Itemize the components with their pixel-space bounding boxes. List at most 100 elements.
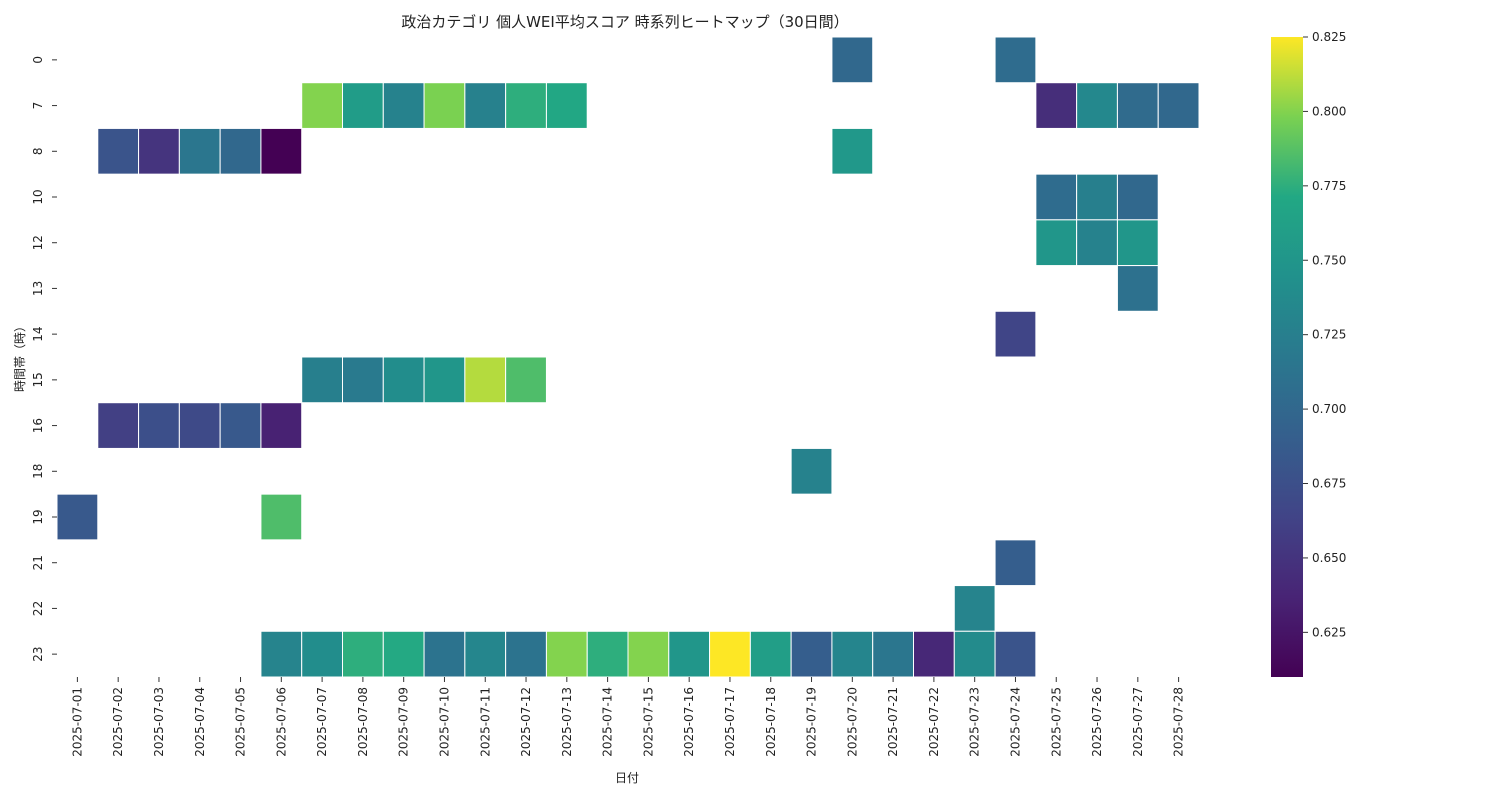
y-tick-label: 7 (31, 102, 45, 110)
heatmap-cell (382, 630, 425, 678)
colorbar-tick-label: 0.675 (1312, 477, 1346, 491)
y-tick-label: 8 (31, 147, 45, 155)
x-tick-label: 2025-07-07 (315, 687, 329, 757)
x-tick-label: 2025-07-23 (968, 687, 982, 757)
heatmap-cell (505, 630, 547, 678)
y-tick-label: 12 (31, 235, 45, 250)
heatmap-cell (97, 402, 140, 449)
heatmap-cell (301, 630, 344, 678)
heatmap-cell (178, 402, 221, 449)
heatmap-cell (1035, 219, 1078, 267)
heatmap-cell (260, 493, 303, 541)
x-tick-label: 2025-07-02 (111, 687, 125, 757)
y-axis: 0 7 8 10 12 13 14 15 16 18 19 21 22 23 (31, 56, 57, 662)
x-tick-label: 2025-07-08 (356, 687, 370, 757)
heatmap-cell (586, 630, 629, 678)
colorbar-tick-label: 0.800 (1312, 104, 1346, 118)
y-tick-label: 16 (31, 418, 45, 433)
heatmap-cell (831, 36, 874, 84)
heatmap-cell (505, 356, 547, 404)
heatmap-cell (260, 127, 303, 175)
heatmap-cell (97, 127, 140, 175)
heatmap-cell (994, 310, 1037, 358)
heatmap-cell (56, 493, 99, 541)
colorbar-gradient (1271, 37, 1303, 677)
heatmap-cell (994, 539, 1037, 587)
y-tick-label: 22 (31, 601, 45, 616)
heatmap-cell (790, 447, 833, 495)
heatmap-cell (260, 630, 303, 678)
heatmap-cell (1116, 219, 1159, 267)
heatmap-cell (1035, 82, 1078, 129)
x-tick-label: 2025-07-13 (560, 687, 574, 757)
x-tick-label: 2025-07-20 (845, 687, 859, 757)
heatmap-cell (382, 356, 425, 404)
x-tick-label: 2025-07-22 (927, 687, 941, 757)
heatmap-cell (178, 127, 221, 175)
heatmap-cell (138, 402, 180, 449)
y-tick-label: 18 (31, 464, 45, 479)
x-tick-label: 2025-07-24 (1008, 687, 1022, 757)
heatmap-cell (342, 630, 384, 678)
y-tick-label: 0 (31, 56, 45, 64)
heatmap-cell (342, 82, 384, 129)
x-tick-label: 2025-07-06 (274, 687, 288, 757)
x-tick-label: 2025-07-11 (478, 687, 492, 757)
heatmap-cell (464, 82, 507, 129)
y-tick-label: 19 (31, 509, 45, 524)
x-tick-label: 2025-07-27 (1131, 687, 1145, 757)
colorbar-tick-label: 0.725 (1312, 328, 1346, 342)
y-tick-label: 13 (31, 281, 45, 296)
colorbar-tick-label: 0.750 (1312, 253, 1346, 267)
x-tick-label: 2025-07-05 (234, 687, 248, 757)
y-axis-label: 時間帯（時） (13, 320, 27, 392)
colorbar-tick-label: 0.775 (1312, 179, 1346, 193)
x-tick-label: 2025-07-15 (641, 687, 655, 757)
chart-title: 政治カテゴリ 個人WEI平均スコア 時系列ヒートマップ（30日間） (401, 13, 848, 31)
heatmap-cell (668, 630, 711, 678)
heatmap-cell (749, 630, 792, 678)
heatmap-cell (709, 630, 751, 678)
x-tick-label: 2025-07-18 (764, 687, 778, 757)
heatmap-cell (260, 402, 303, 449)
heatmap-cell (994, 36, 1037, 84)
heatmap-cell (913, 630, 955, 678)
heatmap-cell (382, 82, 425, 129)
heatmap-cell (505, 82, 547, 129)
y-tick-label: 14 (31, 327, 45, 342)
heatmap-cell (423, 82, 466, 129)
heatmap-cell (219, 402, 262, 449)
x-tick-label: 2025-07-04 (193, 687, 207, 757)
heatmap-cells (56, 36, 1200, 678)
heatmap-cell (1157, 82, 1200, 129)
x-tick-label: 2025-07-01 (70, 687, 84, 757)
x-tick-label: 2025-07-21 (886, 687, 900, 757)
x-tick-label: 2025-07-19 (805, 687, 819, 757)
heatmap-cell (423, 356, 466, 404)
heatmap-cell (301, 82, 344, 129)
x-tick-label: 2025-07-16 (682, 687, 696, 757)
heatmap-cell (1076, 219, 1118, 267)
heatmap-cell (1116, 82, 1159, 129)
heatmap-cell (953, 585, 996, 632)
heatmap-cell (545, 82, 588, 129)
y-tick-label: 15 (31, 372, 45, 387)
heatmap-cell (464, 356, 507, 404)
heatmap-cell (831, 127, 874, 175)
x-tick-label: 2025-07-10 (437, 687, 451, 757)
colorbar-tick-label: 0.825 (1312, 30, 1346, 44)
colorbar: 0.625 0.650 0.675 0.700 0.725 0.750 0.775 0.800… (1271, 30, 1346, 677)
heatmap-cell (1076, 173, 1118, 221)
heatmap-cell (1076, 82, 1118, 129)
colorbar-tick-label: 0.625 (1312, 625, 1346, 639)
heatmap-cell (138, 127, 180, 175)
heatmap-cell (423, 630, 466, 678)
colorbar-tick-label: 0.700 (1312, 402, 1346, 416)
heatmap-cell (790, 630, 833, 678)
y-tick-label: 10 (31, 189, 45, 204)
heatmap-cell (953, 630, 996, 678)
heatmap-cell (342, 356, 384, 404)
y-tick-label: 23 (31, 647, 45, 662)
heatmap-cell (301, 356, 344, 404)
